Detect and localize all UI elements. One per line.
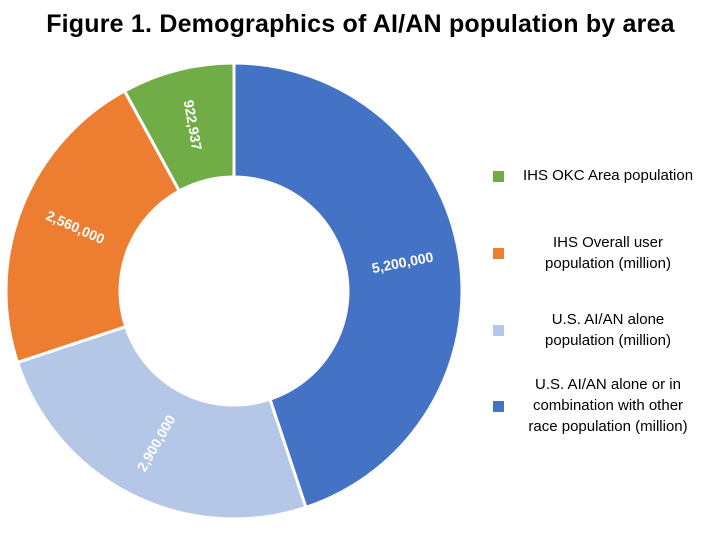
slice-ihs-overall: [4, 88, 182, 365]
slice-okc-area: [122, 61, 236, 194]
legend-swatch-okc-area: [493, 171, 504, 182]
legend-swatch-aian-alone: [493, 325, 504, 336]
legend-label-ihs-overall: IHS Overall user population (million): [545, 234, 671, 272]
legend-label-okc-area: IHS OKC Area population: [522, 167, 694, 184]
legend-swatch-aian-combination: [493, 401, 504, 412]
legend-label-aian-alone: U.S. AI/AN alone population (million): [545, 311, 671, 349]
slice-aian-alone: [15, 324, 308, 521]
donut-slices: [4, 61, 464, 521]
slice-aian-combination: [232, 61, 464, 510]
chart-title: Figure 1. Demographics of AI/AN populati…: [46, 10, 675, 38]
legend-swatch-ihs-overall: [493, 248, 504, 259]
legend-label-aian-combination: U.S. AI/AN alone or in combination with …: [528, 376, 688, 435]
